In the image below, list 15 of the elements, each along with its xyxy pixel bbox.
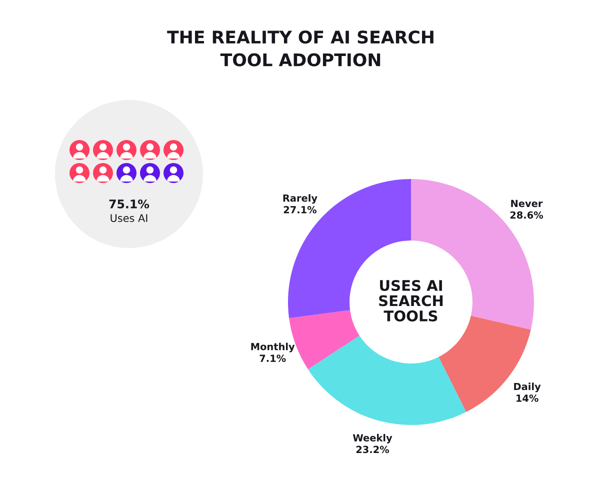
slice-label: Never bbox=[511, 200, 543, 208]
text: Uses AI bbox=[110, 214, 148, 222]
slice-label: Monthly bbox=[251, 342, 295, 352]
donut-slice bbox=[308, 336, 466, 425]
slice-label: Rarely bbox=[283, 194, 318, 204]
data-label: 23.2% bbox=[356, 446, 390, 454]
chart-title: THE REALITY OF AI SEARCH TOOL ADOPTION bbox=[167, 30, 434, 66]
data-label: 14% bbox=[516, 394, 538, 402]
slice-label: Daily bbox=[514, 382, 541, 392]
data-label: 28.6% bbox=[510, 211, 544, 219]
text: USES AI SEARCH TOOLS bbox=[379, 280, 443, 322]
slice-label: Weekly bbox=[352, 434, 392, 444]
data-label: 27.1% bbox=[284, 206, 317, 214]
text: 75.1% bbox=[109, 199, 150, 208]
data-label: 7.1% bbox=[260, 354, 286, 362]
